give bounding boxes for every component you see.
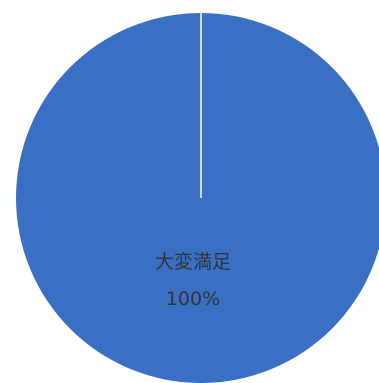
slice-label-value: 100% [166,288,220,310]
slice-label-name: 大変満足 [155,251,231,273]
pie-slices [16,13,379,383]
pie-slice-0 [16,13,379,383]
